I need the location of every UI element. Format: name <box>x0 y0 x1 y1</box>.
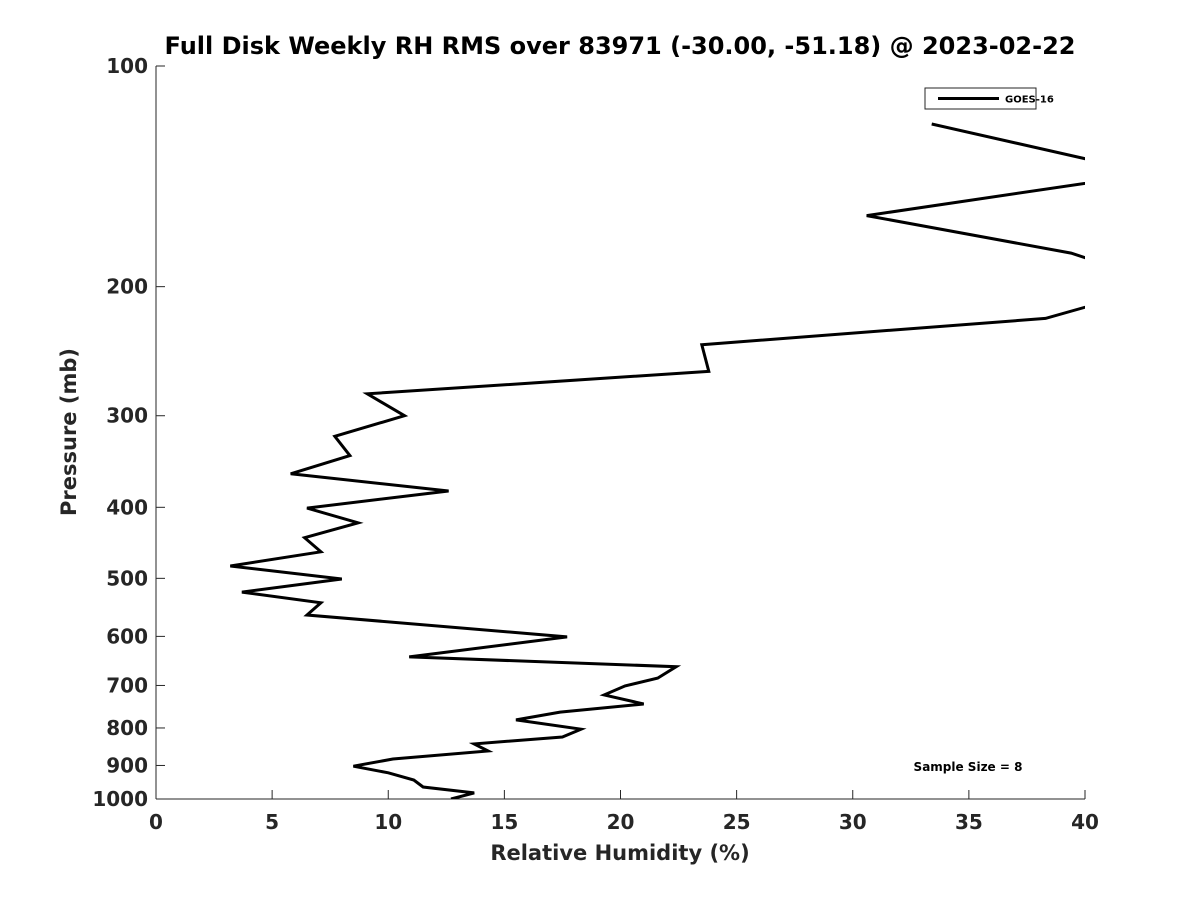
y-tick-label: 800 <box>106 716 148 740</box>
y-axis: 100 200 300 400 500 600 700 800 900 1000 <box>92 54 165 811</box>
x-tick-label: 15 <box>490 810 518 834</box>
y-tick-label: 900 <box>106 753 148 777</box>
legend-label-goes-16: GOES-16 <box>1005 95 1054 106</box>
x-tick-label: 5 <box>265 810 279 834</box>
y-tick-label: 500 <box>106 566 148 590</box>
y-tick-label: 600 <box>106 624 148 648</box>
y-tick-label: 400 <box>106 495 148 519</box>
y-tick-label: 100 <box>106 54 148 78</box>
x-tick-label: 25 <box>723 810 751 834</box>
series-line-goes-16 <box>230 122 1085 799</box>
y-tick-label: 200 <box>106 275 148 299</box>
y-tick-label: 700 <box>106 673 148 697</box>
x-axis-label: Relative Humidity (%) <box>490 841 749 865</box>
x-tick-label: 30 <box>839 810 867 834</box>
y-tick-label: 300 <box>106 404 148 428</box>
sample-size-annotation: Sample Size = 8 <box>914 760 1023 774</box>
x-tick-label: 0 <box>149 810 163 834</box>
x-tick-label: 35 <box>955 810 983 834</box>
chart-title: Full Disk Weekly RH RMS over 83971 (-30.… <box>165 32 1076 60</box>
x-tick-label: 40 <box>1071 810 1099 834</box>
y-axis-label: Pressure (mb) <box>57 348 81 516</box>
y-tick-label: 1000 <box>92 787 148 811</box>
x-tick-label: 10 <box>374 810 402 834</box>
x-axis: 0 5 10 15 20 25 30 35 40 <box>149 790 1099 834</box>
legend: GOES-16 <box>924 87 1054 110</box>
x-tick-label: 20 <box>607 810 635 834</box>
